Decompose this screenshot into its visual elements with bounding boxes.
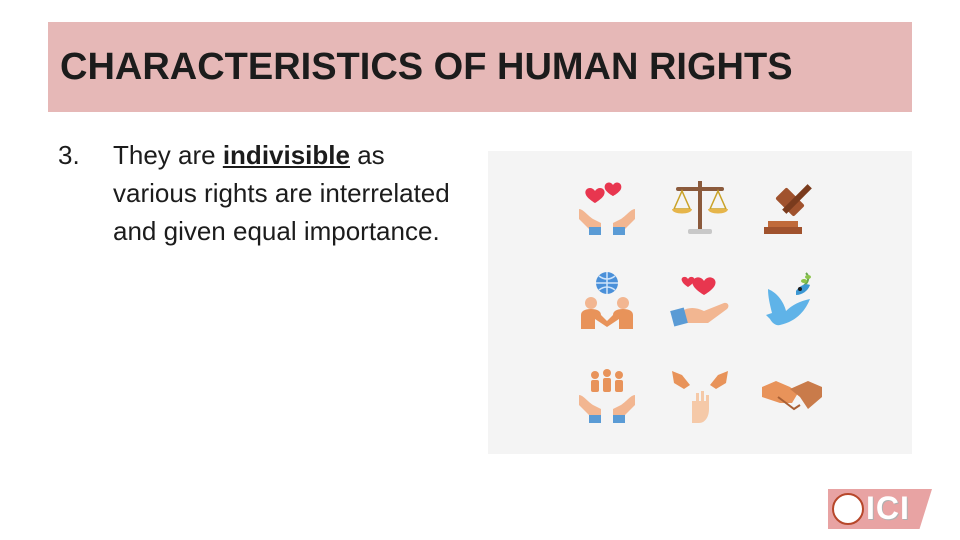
scales-of-justice-icon bbox=[668, 175, 732, 239]
dove-olive-branch-icon bbox=[760, 269, 824, 333]
gavel-icon bbox=[760, 175, 824, 239]
list-text-before: They are bbox=[113, 140, 223, 170]
icon-panel bbox=[488, 151, 912, 454]
handshake-icon bbox=[760, 363, 824, 427]
raised-hands-icon bbox=[668, 363, 732, 427]
slide-title: CHARACTERISTICS OF HUMAN RIGHTS bbox=[60, 45, 793, 88]
list-text-after: as various rights are interrelated and g… bbox=[113, 140, 450, 246]
hand-offering-heart-icon bbox=[668, 269, 732, 333]
logo-text: ICI bbox=[866, 490, 910, 526]
title-band: CHARACTERISTICS OF HUMAN RIGHTS bbox=[48, 22, 912, 112]
emphasized-term: indivisible bbox=[222, 140, 350, 170]
list-number: 3. bbox=[58, 140, 80, 170]
list-item: 3. They are indivisible as various right… bbox=[58, 136, 458, 250]
list-text: They are indivisible as various rights a… bbox=[113, 136, 458, 250]
people-globe-icon bbox=[575, 269, 639, 333]
seal-icon bbox=[832, 493, 864, 525]
hands-holding-people-icon bbox=[575, 363, 639, 427]
hands-holding-hearts-icon bbox=[575, 175, 639, 239]
ici-logo: ICI bbox=[828, 489, 932, 529]
